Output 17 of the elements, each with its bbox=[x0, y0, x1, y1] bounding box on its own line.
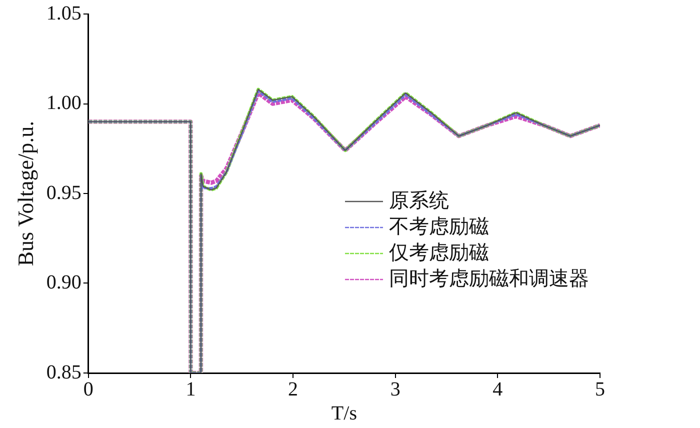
x-tick-label: 5 bbox=[595, 378, 605, 400]
legend-label: 不考虑励磁 bbox=[389, 216, 489, 238]
y-tick-label: 1.00 bbox=[46, 92, 82, 114]
y-tick-label: 0.90 bbox=[46, 272, 82, 294]
legend-label: 同时考虑励磁和调速器 bbox=[389, 268, 589, 290]
x-tick-label: 4 bbox=[492, 378, 503, 400]
y-axis-title: Bus Voltage/p.u. bbox=[12, 120, 38, 266]
y-tick-label: 1.05 bbox=[46, 2, 82, 24]
legend-label: 仅考虑励磁 bbox=[389, 242, 489, 264]
x-tick-label: 1 bbox=[186, 378, 196, 400]
x-axis-title: T/s bbox=[331, 402, 358, 424]
y-tick-label: 0.85 bbox=[46, 361, 82, 384]
y-tick-label: 0.95 bbox=[46, 182, 82, 204]
legend-label: 原系统 bbox=[389, 190, 449, 212]
x-tick-label: 3 bbox=[390, 378, 400, 400]
x-tick-label: 2 bbox=[288, 378, 298, 400]
x-tick-label: 0 bbox=[83, 378, 94, 400]
